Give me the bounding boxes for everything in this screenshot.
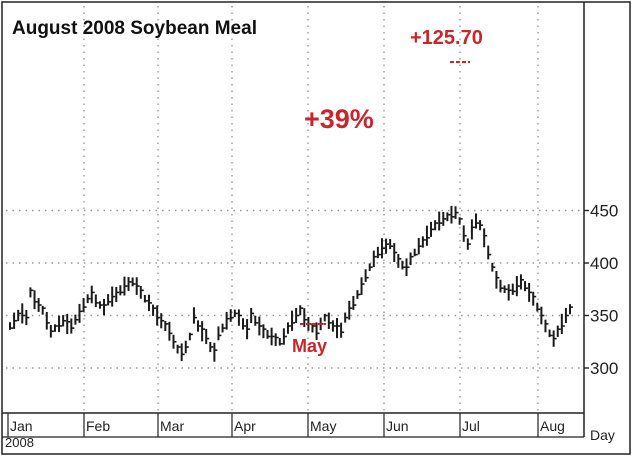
x-axis-ticks: Jan Feb Mar Apr May Jun Jul Aug	[10, 418, 565, 434]
low-month-label: May	[292, 336, 327, 356]
x-tick-label: Jul	[462, 418, 480, 434]
x-tick-label: Mar	[160, 418, 184, 434]
x-tick-label: Jan	[10, 418, 33, 434]
chart-title: August 2008 Soybean Meal	[12, 18, 257, 39]
percent-change-label: +39%	[304, 104, 374, 134]
price-bars	[9, 205, 573, 362]
high-change-label: +125.70	[410, 27, 483, 49]
y-axis-ticks: 300 350 400 450	[584, 202, 618, 378]
grid-layer	[6, 6, 584, 413]
x-tick-label: Apr	[234, 418, 256, 434]
year-label: 2008	[5, 435, 34, 450]
y-tick-label: 450	[590, 202, 618, 221]
x-axis-title: Day	[590, 427, 615, 443]
x-tick-label: Feb	[86, 418, 110, 434]
x-tick-label: Aug	[540, 418, 565, 434]
x-tick-label: Jun	[386, 418, 409, 434]
x-tick-label: May	[310, 418, 336, 434]
y-tick-label: 350	[590, 307, 618, 326]
y-tick-label: 400	[590, 254, 618, 273]
y-tick-label: 300	[590, 359, 618, 378]
